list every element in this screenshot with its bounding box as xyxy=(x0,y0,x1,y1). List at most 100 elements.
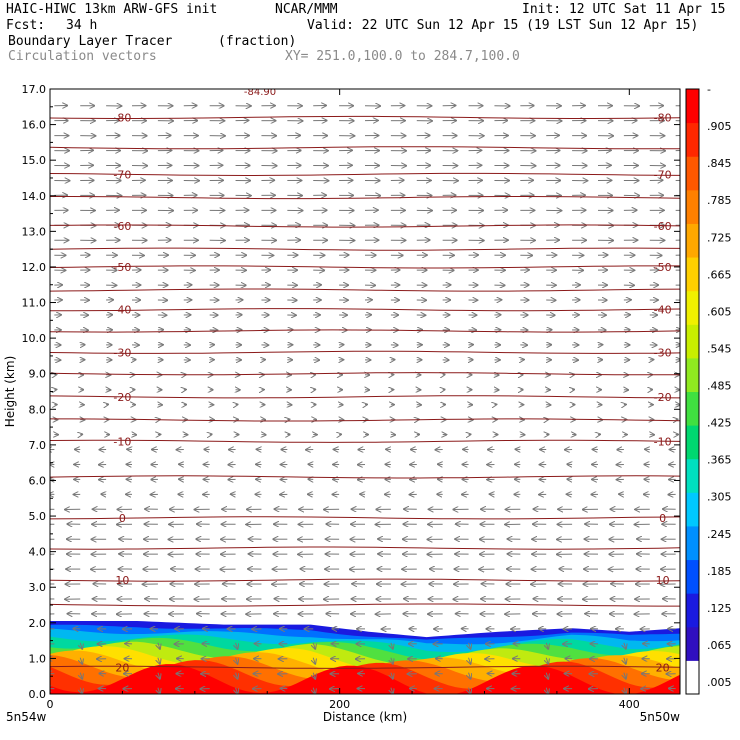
circulation-vector xyxy=(546,672,548,679)
contour-label: -20 xyxy=(113,391,131,404)
colorbar-label: .065 xyxy=(707,639,732,652)
field1-name: Boundary Layer Tracer xyxy=(8,34,173,49)
circulation-vector xyxy=(80,687,82,694)
contour-label: -70 xyxy=(113,168,131,181)
y-tick-label: 7.0 xyxy=(29,439,47,452)
temperature-contour xyxy=(50,418,680,422)
temperature-contour xyxy=(50,475,680,479)
temperature-contour xyxy=(50,308,680,312)
colorbar-swatch xyxy=(686,324,699,359)
y-tick-label: 9.0 xyxy=(29,368,47,381)
y-tick-label: 16.0 xyxy=(22,119,47,132)
colorbar-swatch xyxy=(686,626,699,661)
contour-label: -10 xyxy=(654,435,672,448)
colorbar-swatch xyxy=(686,458,699,493)
y-tick-label: 4.0 xyxy=(29,546,47,559)
y-axis-label: Height (km) xyxy=(3,356,17,427)
colorbar-swatch xyxy=(686,660,699,695)
circulation-vector xyxy=(313,657,315,664)
colorbar-swatch xyxy=(686,189,699,224)
circulation-vector xyxy=(80,672,82,679)
init-time: Init: 12 UTC Sat 11 Apr 15 xyxy=(522,2,726,17)
temperature-contour xyxy=(50,372,680,376)
circulation-vector xyxy=(469,657,471,664)
temperature-contour xyxy=(50,247,680,251)
circulation-vector xyxy=(546,687,548,694)
temperature-contour xyxy=(50,288,680,292)
circulation-vector xyxy=(313,687,315,694)
colorbar-label: .005 xyxy=(707,676,732,689)
temperature-contour xyxy=(50,196,680,200)
y-tick-label: 13.0 xyxy=(22,225,47,238)
colorbar-swatch xyxy=(686,89,699,124)
contour-label: -70 xyxy=(654,168,672,181)
colorbar-label: .665 xyxy=(707,268,732,281)
contour-label: -40 xyxy=(113,304,131,317)
temperature-contour xyxy=(50,395,680,399)
circulation-vector xyxy=(236,672,238,679)
temperature-contour xyxy=(50,224,680,228)
circulation-vector xyxy=(624,687,626,694)
colorbar-label: .725 xyxy=(707,231,732,244)
colorbar-label: .365 xyxy=(707,454,732,467)
contour-label: 10 xyxy=(115,574,129,587)
colorbar-swatch xyxy=(686,290,699,325)
forecast-hour: 34 h xyxy=(66,18,98,33)
y-tick-label: 11.0 xyxy=(22,297,47,310)
colorbar-swatch xyxy=(686,492,699,527)
contour-label: -80 xyxy=(654,111,672,124)
tracer-shade-band xyxy=(50,664,680,694)
colorbar-label: .605 xyxy=(707,305,732,318)
contour-label: 0 xyxy=(659,512,666,525)
colorbar-label: .545 xyxy=(707,342,732,355)
y-tick-label: 15.0 xyxy=(22,154,47,167)
contour-label: 0 xyxy=(119,512,126,525)
circulation-vector xyxy=(158,657,160,664)
temperature-contour xyxy=(50,439,680,443)
y-tick-label: 8.0 xyxy=(29,403,47,416)
colorbar-swatch xyxy=(686,122,699,157)
y-tick-label: 3.0 xyxy=(29,581,47,594)
circulation-vector xyxy=(469,687,471,694)
contour-label: -40 xyxy=(654,304,672,317)
contour-label: 20 xyxy=(115,661,129,674)
circulation-vector xyxy=(313,672,315,679)
circulation-vector xyxy=(158,672,160,679)
circulation-vector xyxy=(391,687,393,694)
forecast-label: Fcst: xyxy=(6,18,46,33)
circulation-vector xyxy=(624,642,626,649)
colorbar-frame xyxy=(685,88,700,695)
contour-label: -20 xyxy=(654,391,672,404)
contour-label: -30 xyxy=(654,346,672,359)
circulation-vector xyxy=(158,642,160,649)
colorbar-label: .245 xyxy=(707,528,732,541)
field2-name: Circulation vectors xyxy=(8,49,157,64)
colorbar-swatch xyxy=(686,593,699,628)
temperature-contour xyxy=(50,516,680,520)
left-endpoint-label: 5n54w xyxy=(6,710,47,724)
colorbar-swatch xyxy=(686,257,699,292)
contour-label: -60 xyxy=(113,220,131,233)
circulation-vector xyxy=(391,642,393,649)
colorbar-swatch xyxy=(686,391,699,426)
circulation-vector xyxy=(546,642,548,649)
colorbar-label: .785 xyxy=(707,194,732,207)
contour-label: -10 xyxy=(113,435,131,448)
temperature-contour xyxy=(50,146,680,150)
y-tick-label: 17.0 xyxy=(22,83,47,96)
y-tick-label: 5.0 xyxy=(29,510,47,523)
temperature-contour xyxy=(50,265,680,269)
circulation-vector xyxy=(80,642,82,649)
contour-label: 20 xyxy=(656,661,670,674)
colorbar-swatch xyxy=(686,357,699,392)
field1-units: (fraction) xyxy=(218,34,297,49)
circulation-vector xyxy=(236,642,238,649)
y-tick-label: 1.0 xyxy=(29,652,47,665)
circulation-vector xyxy=(80,657,82,664)
colorbar-swatch xyxy=(686,425,699,460)
contour-label: -50 xyxy=(113,261,131,274)
contour-label: 10 xyxy=(656,574,670,587)
circulation-vector xyxy=(236,687,238,694)
colorbar-label: .905 xyxy=(707,120,732,133)
